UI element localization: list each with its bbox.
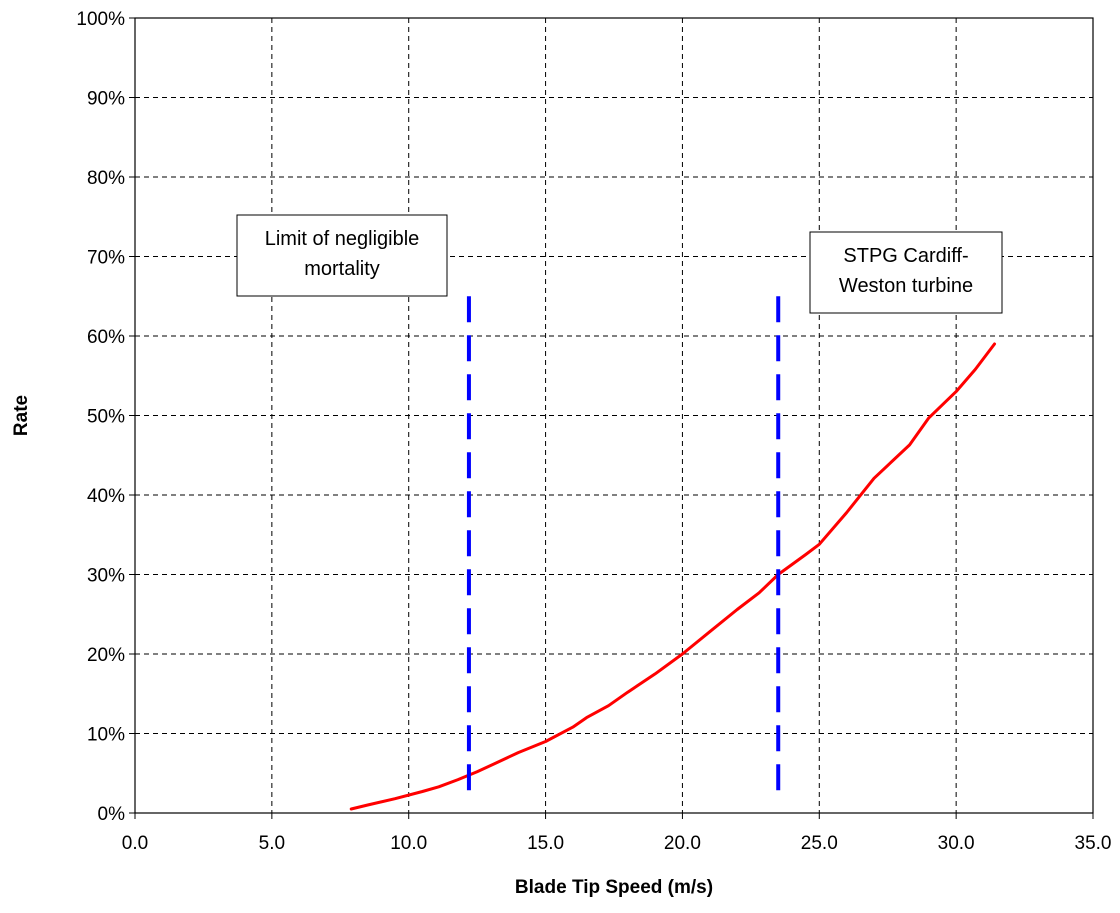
x-tick-label: 20.0: [664, 833, 701, 854]
y-tick-label: 70%: [87, 248, 125, 269]
y-axis-title: Rate: [11, 395, 32, 436]
x-tick-label: 35.0: [1075, 833, 1112, 854]
y-tick-labels: 0% 10% 20% 30% 40% 50% 60% 70% 80% 90% 100%: [76, 9, 135, 825]
series-line-0: [349, 342, 996, 811]
annotation-line: Weston turbine: [839, 275, 973, 297]
x-tick-label: 0.0: [122, 833, 148, 854]
y-tick-label: 0%: [98, 804, 126, 825]
y-tick-label: 30%: [87, 566, 125, 587]
series-layer: [349, 342, 996, 811]
annotation-line: Limit of negligible: [265, 228, 420, 250]
y-tick-label: 100%: [76, 9, 125, 30]
x-tick-labels: 0.0 5.0 10.0 15.0 20.0 25.0 30.0 35.0: [122, 813, 1112, 854]
x-axis-title: Blade Tip Speed (m/s): [515, 877, 713, 898]
x-tick-label: 10.0: [390, 833, 427, 854]
y-tick-label: 60%: [87, 327, 125, 348]
annotation-negligible-mortality: Limit of negligible mortality: [236, 214, 448, 297]
x-tick-label: 30.0: [938, 833, 975, 854]
y-tick-label: 40%: [87, 486, 125, 507]
y-tick-label: 20%: [87, 645, 125, 666]
annotation-line: mortality: [304, 258, 380, 280]
x-tick-label: 15.0: [527, 833, 564, 854]
annotation-stpg-turbine: STPG Cardiff- Weston turbine: [809, 231, 1003, 314]
annotation-line: STPG Cardiff-: [843, 245, 968, 267]
y-tick-label: 90%: [87, 89, 125, 110]
grid-layer: [135, 18, 1093, 813]
vline-layer: [466, 296, 781, 798]
y-tick-label: 10%: [87, 725, 125, 746]
annotation-box: [236, 214, 448, 297]
x-tick-label: 5.0: [259, 833, 285, 854]
y-tick-label: 50%: [87, 407, 125, 428]
annotation-box: [809, 231, 1003, 314]
y-tick-label: 80%: [87, 168, 125, 189]
x-tick-label: 25.0: [801, 833, 838, 854]
